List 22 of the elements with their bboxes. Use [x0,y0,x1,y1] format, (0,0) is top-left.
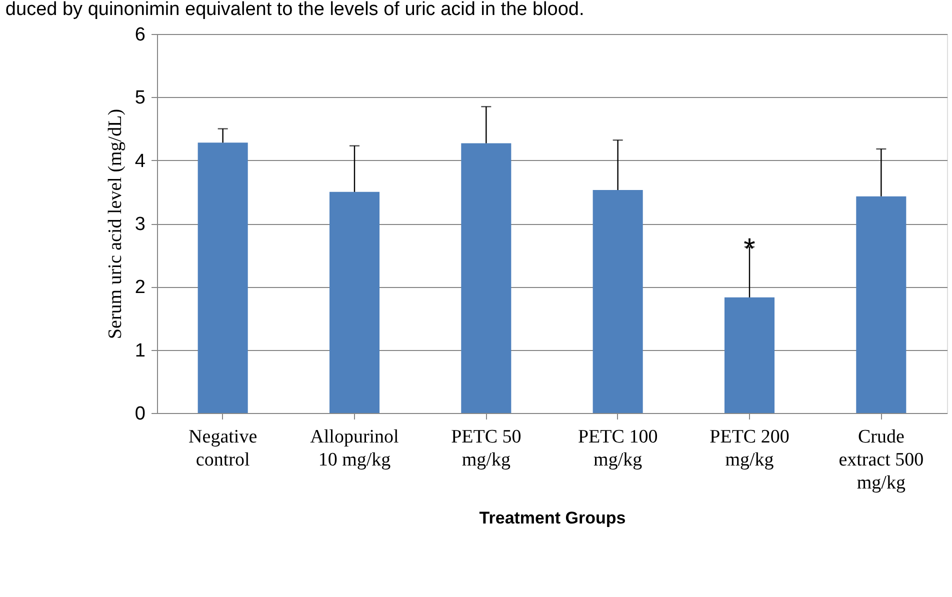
y-axis-title: Serum uric acid level (mg/dL) [104,108,126,340]
y-tick-label: 1 [134,340,146,362]
x-axis-title: Treatment Groups [479,508,626,528]
y-tick-label: 6 [134,24,146,46]
bar [592,190,643,413]
x-tick-label: Crude extract 500 mg/kg [838,426,924,494]
text: duced by quinonimin equivalent to the levels of uric acid in the blood. [5,0,584,20]
bar [856,196,906,413]
y-tick-label: 0 [134,404,146,424]
bar [461,143,512,413]
x-tick-label: PETC 100 mg/kg [578,426,658,470]
bar [198,142,248,413]
y-tick-label: 2 [134,277,146,298]
y-tick-label: 4 [134,150,146,172]
bar [724,297,775,413]
x-tick-label: PETC 200 mg/kg [710,426,790,470]
x-tick-label: Negative control [188,426,258,470]
x-tick-label: Allopurinol 10 mg/kg [310,426,399,470]
bar [329,192,380,413]
x-tick-label: PETC 50 mg/kg [451,426,522,470]
y-tick-label: 3 [134,214,146,235]
y-tick-label: 5 [134,88,146,109]
